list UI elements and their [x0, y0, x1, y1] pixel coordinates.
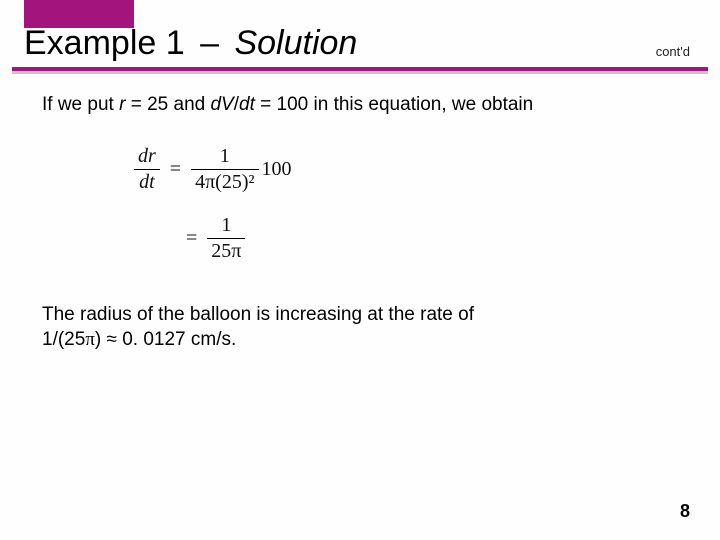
- conclusion-pi: π: [85, 329, 95, 350]
- eq2-rhs-bar: [207, 238, 245, 239]
- conclusion-l2c: 0. 0127 cm/s.: [117, 329, 236, 350]
- conclusion-l2a: 1/(25: [42, 329, 85, 350]
- slide-title: Example 1 – Solution: [24, 24, 357, 63]
- eq1-rhs-den: 4π(25)²: [191, 172, 258, 193]
- eq1-trail: 100: [262, 158, 292, 181]
- eq2-rhs-fraction: 1 25π: [207, 215, 245, 262]
- title-prefix: Example 1: [24, 24, 185, 62]
- equation-row-2: = 1 25π: [176, 215, 678, 262]
- continued-label: cont'd: [656, 44, 690, 63]
- eq1-lhs-den: dt: [135, 172, 159, 193]
- intro-paragraph: If we put r = 25 and dV/dt = 100 in this…: [42, 92, 678, 118]
- eq2-equals: =: [186, 227, 197, 250]
- eq1-lhs-fraction: dr dt: [134, 146, 160, 193]
- conclusion-l2b: ): [95, 329, 107, 350]
- intro-var-dt: dt: [239, 94, 255, 115]
- conclusion-line1: The radius of the balloon is increasing …: [42, 304, 474, 325]
- intro-text-2: = 25 and: [125, 94, 210, 115]
- page-number: 8: [680, 501, 690, 522]
- eq1-rhs-fraction: 1 4π(25)²: [191, 146, 258, 193]
- title-underline-shadow: [12, 71, 708, 74]
- equation-block: dr dt = 1 4π(25)² 100 = 1 25π: [134, 146, 678, 262]
- intro-text-3: = 100 in this equation, we obtain: [255, 94, 533, 115]
- eq1-rhs-bar: [191, 169, 258, 170]
- intro-var-dV: dV: [210, 94, 233, 115]
- conclusion-approx: ≈: [107, 329, 117, 350]
- eq1-lhs-r: r: [148, 145, 156, 167]
- title-suffix: Solution: [234, 24, 357, 62]
- equation-row-1: dr dt = 1 4π(25)² 100: [134, 146, 678, 193]
- eq2-rhs-den: 25π: [207, 241, 245, 262]
- eq1-lhs-num: dr: [134, 146, 160, 167]
- eq2-rhs-num: 1: [217, 215, 235, 236]
- eq1-rhs-num: 1: [216, 146, 234, 167]
- slide-title-row: Example 1 – Solution cont'd: [0, 24, 720, 63]
- eq1-equals: =: [170, 158, 181, 181]
- conclusion-paragraph: The radius of the balloon is increasing …: [42, 302, 678, 353]
- eq1-lhs-bar: [134, 169, 160, 170]
- eq1-lhs-d: d: [138, 145, 148, 167]
- eq1-lhs-d2: d: [139, 171, 149, 193]
- intro-text-1: If we put: [42, 94, 119, 115]
- eq1-lhs-t: t: [149, 171, 155, 193]
- slide-content: If we put r = 25 and dV/dt = 100 in this…: [42, 92, 678, 353]
- title-dash: –: [200, 24, 219, 62]
